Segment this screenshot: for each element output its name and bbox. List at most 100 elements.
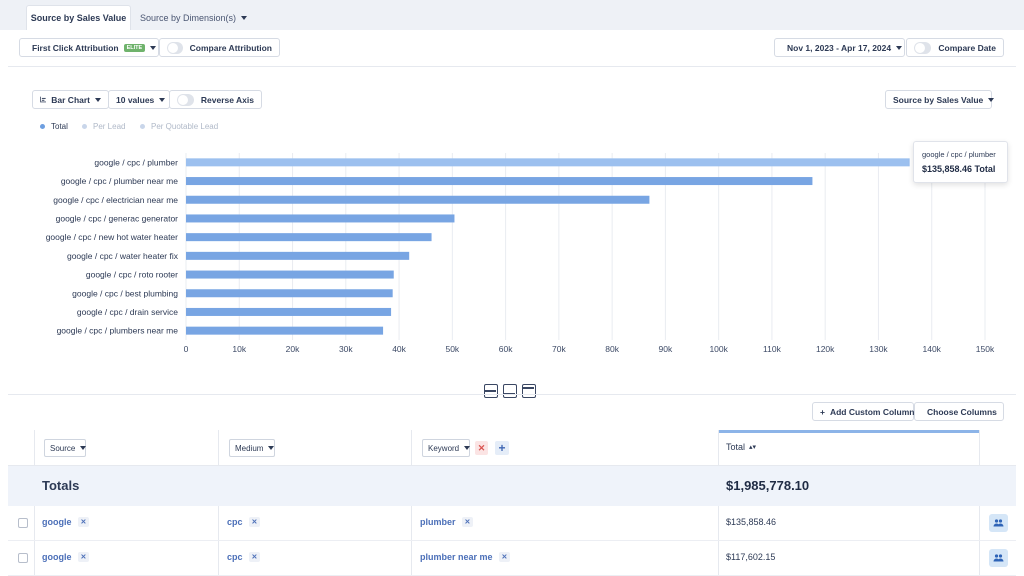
bar[interactable] (186, 214, 455, 223)
medium-cell[interactable]: cpc ✕ (227, 552, 261, 562)
legend-dot (140, 124, 145, 129)
tooltip-value: $135,858.46 Total (922, 164, 996, 174)
tab-source-by-sales-value[interactable]: Source by Sales Value (26, 5, 131, 30)
x-tick-label: 10k (232, 344, 246, 354)
category-label: google / cpc / plumber (94, 157, 178, 167)
category-label: google / cpc / best plumbing (72, 288, 178, 298)
total-column-header[interactable]: Total ▴▾ (726, 442, 757, 452)
metric-dropdown[interactable]: Source by Sales Value (885, 90, 995, 109)
bar[interactable] (186, 307, 392, 316)
users-icon[interactable] (989, 514, 1008, 532)
source-column-select[interactable]: Source (44, 439, 87, 457)
compare-date-toggle[interactable]: Compare Date (906, 38, 1004, 57)
close-icon[interactable]: ✕ (248, 552, 261, 562)
add-custom-column-button[interactable]: + Add Custom Column (812, 402, 915, 421)
medium-cell[interactable]: cpc ✕ (227, 517, 261, 527)
bar[interactable] (186, 251, 410, 260)
totals-value: $1,985,778.10 (726, 478, 810, 493)
sort-indicator-bar (718, 430, 979, 433)
legend-total[interactable]: Total (40, 122, 68, 131)
chart-only-layout-icon[interactable] (503, 384, 517, 398)
medium-column-select[interactable]: Medium (229, 439, 275, 457)
choose-columns-button[interactable]: Choose Columns (914, 402, 1004, 421)
bar-chart-icon (40, 96, 47, 103)
plus-icon: + (820, 406, 825, 417)
chevron-down-icon (268, 446, 275, 450)
x-tick-label: 30k (339, 344, 353, 354)
table-only-layout-icon[interactable] (522, 384, 536, 398)
category-label: google / cpc / drain service (77, 307, 178, 317)
reverse-axis-toggle[interactable]: Reverse Axis (169, 90, 262, 109)
x-tick-label: 60k (499, 344, 513, 354)
sort-icon[interactable]: ▴▾ (749, 444, 757, 451)
total-cell: $117,602.15 (726, 552, 776, 562)
x-tick-label: 50k (445, 344, 459, 354)
chevron-down-icon (80, 446, 87, 450)
x-tick-label: 70k (552, 344, 566, 354)
close-icon[interactable]: ✕ (498, 552, 511, 562)
tooltip-label: google / cpc / plumber (922, 150, 996, 159)
category-label: google / cpc / electrician near me (53, 195, 178, 205)
source-cell[interactable]: google ✕ (42, 552, 90, 562)
bar[interactable] (186, 289, 393, 298)
date-range-picker[interactable]: Nov 1, 2023 - Apr 17, 2024 (774, 38, 905, 57)
table-row: google ✕ cpc ✕ plumber near me ✕ $117,602.1… (8, 541, 1016, 576)
chevron-down-icon (988, 97, 995, 102)
toggle-switch[interactable] (177, 93, 194, 106)
row-checkbox[interactable] (18, 518, 28, 528)
chart-type-dropdown[interactable]: Bar Chart (32, 90, 109, 109)
x-tick-label: 0 (184, 344, 189, 354)
compare-attribution-toggle[interactable]: Compare Attribution (159, 38, 280, 57)
attribution-dropdown[interactable]: First Click Attribution ELITE (19, 38, 159, 57)
bar-chart: google / cpc / plumber google / cpc / plu… (46, 153, 995, 354)
totals-label: Totals (42, 478, 80, 493)
legend-per-lead[interactable]: Per Lead (82, 122, 125, 131)
tab-source-by-dimensions[interactable]: Source by Dimension(s) (140, 5, 248, 30)
bar[interactable] (186, 233, 432, 242)
legend-per-quotable-lead[interactable]: Per Quotable Lead (140, 122, 218, 131)
divider (8, 66, 1016, 67)
keyword-cell[interactable]: plumber near me ✕ (420, 552, 511, 562)
category-label: google / cpc / generac generator (56, 213, 179, 223)
toggle-switch[interactable] (167, 41, 183, 54)
x-tick-label: 130k (869, 344, 888, 354)
category-label: google / cpc / plumber near me (61, 176, 178, 186)
keyword-column-select[interactable]: Keyword (422, 439, 471, 457)
totals-row: Totals $1,985,778.10 (8, 466, 1016, 506)
x-tick-label: 140k (923, 344, 942, 354)
users-icon[interactable] (989, 549, 1008, 567)
keyword-cell[interactable]: plumber ✕ (420, 517, 474, 527)
add-column-plus-icon[interactable]: + (495, 441, 509, 455)
values-count-dropdown[interactable]: 10 values (108, 90, 170, 109)
bar[interactable] (186, 270, 394, 279)
close-icon[interactable]: ✕ (77, 552, 90, 562)
source-cell[interactable]: google ✕ (42, 517, 90, 527)
close-icon[interactable]: ✕ (461, 517, 474, 527)
legend-dot (82, 124, 87, 129)
split-layout-icon[interactable] (484, 384, 498, 398)
row-checkbox[interactable] (18, 553, 28, 563)
x-tick-label: 100k (709, 344, 728, 354)
bar[interactable] (186, 195, 650, 204)
toggle-switch[interactable] (914, 41, 932, 54)
x-tick-label: 110k (763, 344, 782, 354)
x-tick-label: 150k (976, 344, 995, 354)
legend-dot (40, 124, 45, 129)
bar[interactable] (186, 326, 384, 335)
close-icon[interactable]: ✕ (77, 517, 90, 527)
category-label: google / cpc / water heater fix (67, 251, 179, 261)
x-tick-label: 120k (816, 344, 835, 354)
data-table: Source Medium Keyword ✕ + Total ▴▾ Total… (8, 430, 1016, 576)
chevron-down-icon (159, 97, 166, 102)
x-tick-label: 20k (286, 344, 300, 354)
x-tick-label: 80k (605, 344, 619, 354)
bar[interactable] (186, 177, 813, 186)
close-icon[interactable]: ✕ (248, 517, 261, 527)
remove-column-icon[interactable]: ✕ (475, 441, 488, 455)
category-label: google / cpc / plumbers near me (57, 326, 179, 336)
chevron-down-icon (150, 45, 157, 50)
chevron-down-icon (464, 446, 471, 450)
bar[interactable] (186, 158, 910, 167)
elite-badge: ELITE (123, 43, 146, 52)
chevron-down-icon (95, 97, 101, 102)
